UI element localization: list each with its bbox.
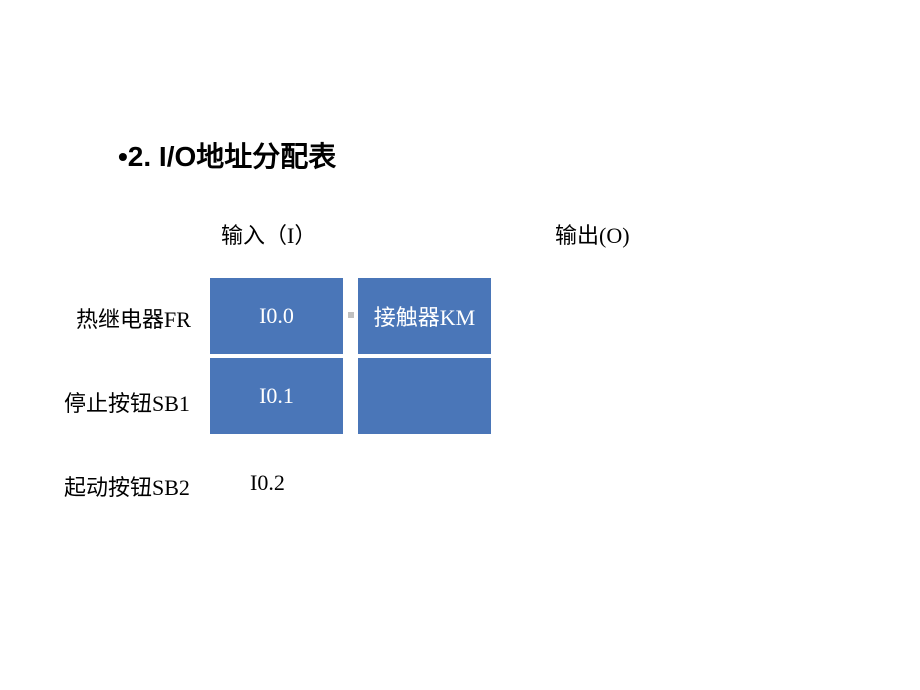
cell-i01: I0.1 — [209, 357, 344, 435]
row2-label: 停止按钮SB1 — [64, 386, 190, 418]
row1-label: 热继电器FR — [76, 302, 191, 334]
row3-label: 起动按钮SB2 — [64, 470, 190, 502]
cell-km: 接触器KM — [357, 277, 492, 355]
page-heading: •2. I/O地址分配表 — [118, 135, 336, 175]
separator-dot — [348, 312, 354, 318]
cell-empty — [357, 357, 492, 435]
cell-i00: I0.0 — [209, 277, 344, 355]
output-column-header: 输出(O) — [555, 218, 630, 250]
row3-input-address: I0.2 — [250, 470, 285, 496]
input-column-header: 输入（I） — [221, 218, 316, 250]
